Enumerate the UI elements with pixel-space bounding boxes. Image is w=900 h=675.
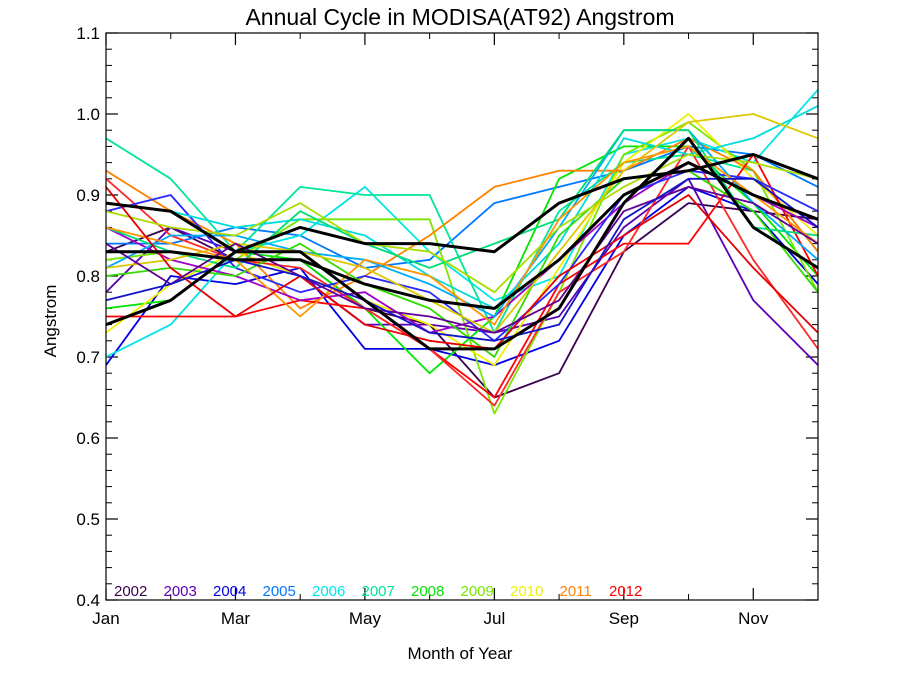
y-axis-label: Angstrom	[41, 285, 60, 358]
x-tick-label: May	[349, 609, 382, 628]
x-axis-label: Month of Year	[408, 644, 513, 663]
legend-entry-2005: 2005	[263, 583, 296, 600]
legend-entry-2006: 2006	[312, 583, 345, 600]
x-tick-label: Jul	[483, 609, 505, 628]
y-tick-label: 1.0	[76, 105, 100, 124]
y-tick-label: 0.7	[76, 348, 100, 367]
tick-labels: 0.4 0.5 0.6 0.7 0.8 0.9 1.0 1.1 Jan Mar May Jul Sep N…	[76, 24, 769, 628]
x-tick-label: Sep	[609, 609, 639, 628]
y-tick-label: 0.8	[76, 267, 100, 286]
series-line-2008	[105, 145, 819, 375]
legend-entry-2011: 2011	[560, 583, 592, 600]
legend-entry-2002: 2002	[114, 583, 147, 600]
series-line-2004	[105, 185, 819, 367]
legend-entry-2012: 2012	[609, 583, 642, 600]
legend-entry-2009: 2009	[461, 583, 494, 600]
series-line-18	[105, 153, 819, 294]
x-tick-label: Jan	[92, 609, 119, 628]
x-tick-label: Nov	[738, 609, 769, 628]
series-lines	[105, 89, 819, 415]
series-line-17	[105, 169, 819, 358]
legend: 2002 2003 2004 2005 2006 2007 2008 2009 2010 2011…	[114, 583, 642, 600]
series-line-22	[105, 185, 819, 334]
y-tick-label: 0.4	[76, 591, 100, 610]
axis-ticks	[105, 32, 819, 601]
legend-entry-2010: 2010	[510, 583, 543, 600]
series-line-2012	[106, 153, 819, 399]
y-tick-label: 0.9	[76, 186, 100, 205]
series-line-2010	[105, 113, 819, 367]
series-line-26	[105, 136, 819, 351]
series-line-2003	[105, 177, 819, 366]
chart-title: Annual Cycle in MODISA(AT92) Angstrom	[245, 4, 674, 30]
plot-frame	[105, 32, 819, 601]
legend-entry-2004: 2004	[213, 583, 246, 600]
y-tick-label: 0.6	[76, 429, 100, 448]
y-tick-label: 0.5	[76, 510, 100, 529]
series-line-16	[105, 129, 819, 269]
legend-entry-2007: 2007	[362, 583, 395, 600]
series-line-21	[105, 186, 819, 350]
legend-entry-2003: 2003	[164, 583, 197, 600]
series-line-23	[105, 177, 819, 342]
series-line-25	[105, 153, 819, 254]
x-tick-label: Mar	[221, 609, 251, 628]
series-line-2007	[105, 137, 819, 334]
legend-entry-2008: 2008	[411, 583, 444, 600]
y-tick-label: 1.1	[76, 24, 100, 43]
